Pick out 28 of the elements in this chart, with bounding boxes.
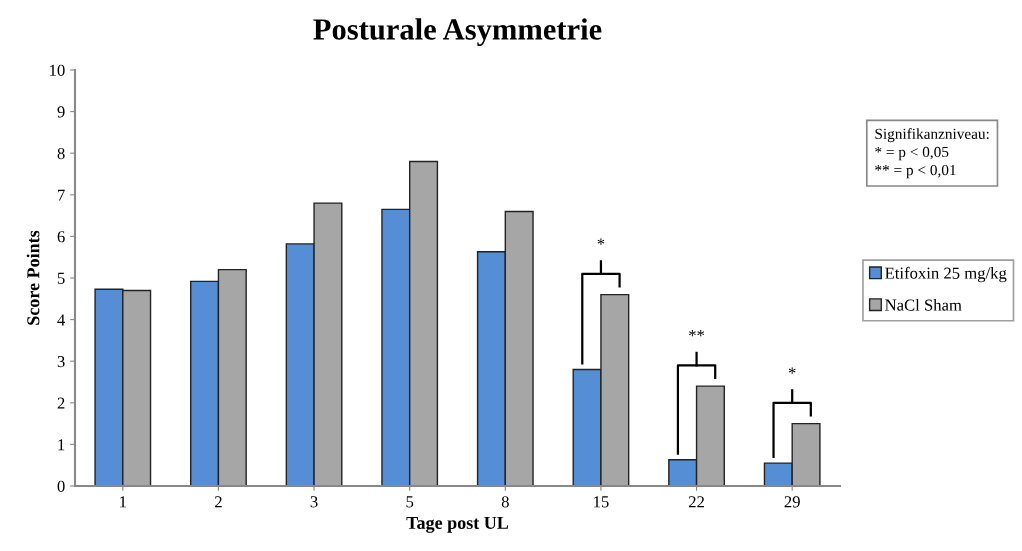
annotation: ** [689, 330, 705, 337]
y-tick-label: 2 [57, 397, 65, 409]
y-tick-label: 6 [57, 231, 65, 243]
y-tick-label: 4 [57, 314, 66, 326]
y-tick-label: 0 [57, 480, 65, 492]
x-axis-title: Tage post UL [406, 516, 509, 533]
y-tick-label: 7 [58, 189, 65, 201]
y-tick-label: 1 [58, 439, 65, 451]
x-tick-label: 1 [120, 496, 126, 508]
y-tick-label: 9 [57, 106, 65, 118]
x-tick-label: 15 [594, 496, 609, 508]
legend-label: Etifoxin 25 mg/kg [885, 266, 1007, 283]
annotation: * [788, 367, 796, 374]
text: Signifikanzniveau: * = p < 0,05 ** = p < 0,01 [875, 128, 989, 179]
x-tick-label: 8 [501, 496, 509, 508]
y-tick-label: 3 [57, 355, 65, 368]
x-tick-label: 22 [688, 496, 704, 508]
x-tick-label: 5 [406, 496, 414, 508]
y-axis-title: Score Points [26, 230, 40, 325]
x-tick-label: 3 [310, 496, 318, 508]
x-tick-label: 2 [215, 496, 222, 508]
y-tick-label: 10 [50, 64, 65, 76]
y-tick-label: 8 [57, 147, 65, 160]
annotation: * [597, 238, 605, 245]
y-tick-label: 5 [57, 272, 65, 284]
x-tick-label: 29 [784, 496, 800, 508]
chart-title: Posturale Asymmetrie [313, 18, 602, 47]
legend-label: NaCl Sham [885, 298, 962, 311]
